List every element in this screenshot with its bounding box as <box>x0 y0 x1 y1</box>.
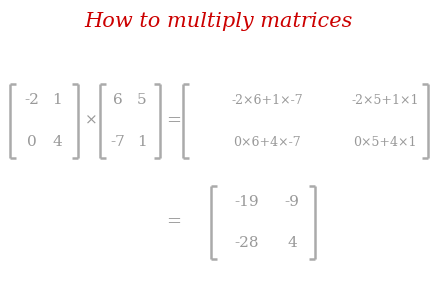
Text: 1: 1 <box>52 93 62 107</box>
Text: 4: 4 <box>287 236 297 250</box>
Text: 5: 5 <box>137 93 147 107</box>
Text: -19: -19 <box>235 195 259 209</box>
Text: 0×5+4×1: 0×5+4×1 <box>353 135 417 148</box>
Text: -2×5+1×1: -2×5+1×1 <box>351 93 419 106</box>
Text: 6: 6 <box>113 93 123 107</box>
Text: -7: -7 <box>111 135 126 149</box>
Text: How to multiply matrices: How to multiply matrices <box>84 12 352 31</box>
Text: =: = <box>167 112 181 130</box>
Text: -28: -28 <box>235 236 259 250</box>
Text: 1: 1 <box>137 135 147 149</box>
Text: -9: -9 <box>285 195 300 209</box>
Text: 0: 0 <box>27 135 37 149</box>
Text: ×: × <box>85 114 97 128</box>
Text: -2×6+1×-7: -2×6+1×-7 <box>231 93 303 106</box>
Text: 0×6+4×-7: 0×6+4×-7 <box>233 135 301 148</box>
Text: 4: 4 <box>52 135 62 149</box>
Text: -2: -2 <box>24 93 39 107</box>
Text: =: = <box>167 213 181 231</box>
